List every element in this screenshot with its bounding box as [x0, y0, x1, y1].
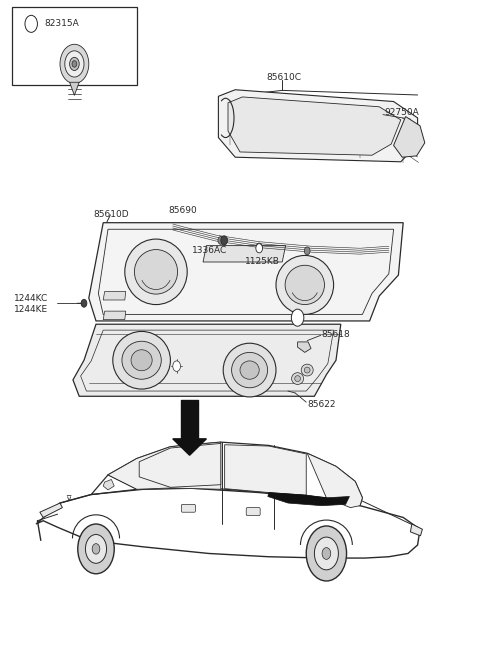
Text: ⊽: ⊽	[65, 495, 71, 504]
Text: a: a	[296, 315, 300, 320]
Circle shape	[291, 309, 304, 326]
Text: 82315A: 82315A	[44, 20, 79, 28]
FancyBboxPatch shape	[181, 504, 195, 512]
Polygon shape	[108, 442, 221, 489]
Text: 92750A: 92750A	[384, 108, 419, 117]
Polygon shape	[36, 488, 420, 558]
Circle shape	[65, 51, 84, 77]
Circle shape	[322, 548, 331, 559]
Polygon shape	[73, 324, 341, 396]
Circle shape	[25, 15, 37, 32]
Text: 1125KB: 1125KB	[245, 257, 280, 267]
Text: a: a	[29, 21, 33, 27]
Circle shape	[92, 544, 100, 554]
Circle shape	[221, 236, 228, 245]
Circle shape	[304, 247, 310, 255]
Circle shape	[60, 45, 89, 84]
Circle shape	[78, 524, 114, 574]
Ellipse shape	[232, 352, 268, 388]
Polygon shape	[218, 90, 418, 162]
Text: 85690: 85690	[168, 206, 197, 215]
Ellipse shape	[301, 364, 313, 376]
Polygon shape	[91, 442, 362, 506]
Text: 85618: 85618	[322, 329, 350, 339]
Text: 85610C: 85610C	[266, 73, 301, 82]
Ellipse shape	[285, 265, 324, 305]
Ellipse shape	[125, 239, 187, 305]
Circle shape	[218, 236, 224, 244]
Polygon shape	[70, 83, 79, 96]
Ellipse shape	[223, 343, 276, 397]
Polygon shape	[103, 291, 126, 300]
Circle shape	[173, 361, 180, 371]
Polygon shape	[410, 524, 422, 536]
Polygon shape	[228, 97, 401, 155]
Ellipse shape	[240, 361, 259, 379]
Text: 85622: 85622	[307, 400, 336, 409]
Circle shape	[72, 61, 77, 67]
FancyBboxPatch shape	[12, 7, 137, 85]
Ellipse shape	[134, 250, 178, 294]
Ellipse shape	[304, 367, 310, 373]
Circle shape	[314, 537, 338, 570]
Circle shape	[306, 526, 347, 581]
Polygon shape	[173, 439, 206, 455]
Polygon shape	[139, 443, 221, 487]
Ellipse shape	[131, 350, 152, 371]
Polygon shape	[40, 503, 62, 517]
Polygon shape	[103, 479, 114, 490]
Text: 1336AC: 1336AC	[192, 246, 227, 255]
Circle shape	[85, 534, 107, 563]
Ellipse shape	[295, 376, 300, 381]
Polygon shape	[307, 453, 362, 508]
Circle shape	[256, 243, 262, 251]
Ellipse shape	[292, 373, 304, 384]
Polygon shape	[225, 445, 306, 495]
Polygon shape	[103, 311, 126, 320]
Ellipse shape	[276, 255, 334, 314]
Polygon shape	[203, 246, 286, 262]
Text: 85610D: 85610D	[94, 210, 129, 219]
Circle shape	[81, 299, 87, 307]
Ellipse shape	[122, 341, 161, 379]
Polygon shape	[89, 223, 403, 321]
Polygon shape	[394, 117, 425, 157]
FancyBboxPatch shape	[246, 508, 260, 515]
Circle shape	[256, 244, 263, 253]
Text: 1244KC: 1244KC	[14, 293, 48, 303]
Circle shape	[70, 58, 79, 71]
Text: 1244KE: 1244KE	[14, 305, 48, 314]
Polygon shape	[298, 342, 311, 352]
Polygon shape	[268, 493, 349, 506]
Ellipse shape	[113, 331, 170, 389]
